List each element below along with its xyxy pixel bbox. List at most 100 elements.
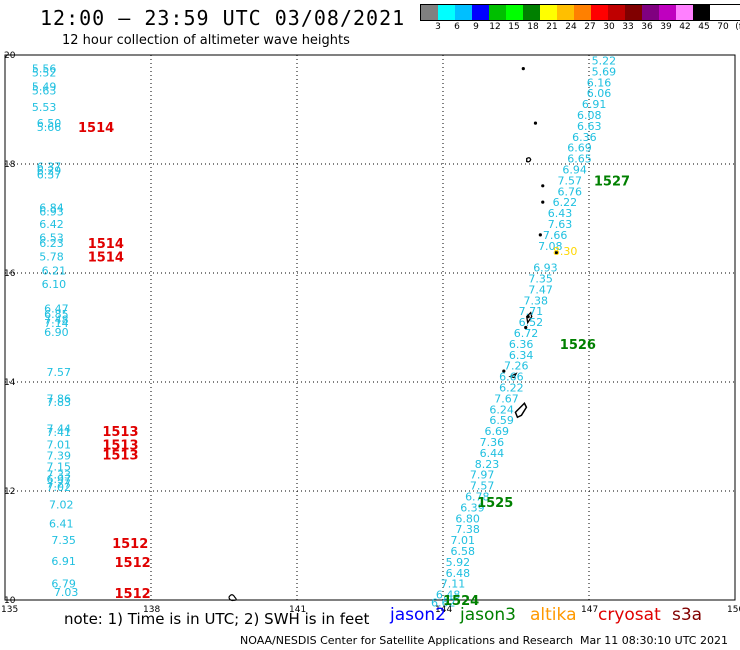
wave-height-value: 6.78 bbox=[465, 490, 490, 503]
legend-swatch bbox=[540, 5, 557, 20]
wave-height-value: 7.01 bbox=[450, 534, 475, 547]
legend-label: 15 bbox=[508, 22, 520, 32]
wave-height-value: 8.23 bbox=[475, 458, 500, 471]
pass-number: 1514 bbox=[78, 121, 114, 136]
saipan-outline bbox=[526, 311, 533, 325]
wave-height-value: 6.65 bbox=[567, 153, 592, 166]
wave-height-value: 6.69 bbox=[485, 425, 510, 438]
wave-height-value: 6.97 bbox=[47, 473, 72, 486]
wave-height-value: 6.90 bbox=[44, 326, 69, 339]
legend-swatch bbox=[557, 5, 574, 20]
wave-height-value: 6.39 bbox=[460, 501, 485, 514]
wave-height-value: 7.35 bbox=[51, 534, 76, 547]
wave-height-value: 5.22 bbox=[592, 54, 617, 67]
legend-label: 6 bbox=[454, 22, 460, 32]
island-dot bbox=[521, 67, 525, 71]
wave-height-value: 6.36 bbox=[572, 131, 597, 144]
legend-label: (ft) bbox=[735, 22, 740, 32]
wave-height-value: 6.22 bbox=[499, 381, 523, 394]
legend-label: 18 bbox=[527, 22, 539, 32]
wave-height-value: 7.15 bbox=[47, 460, 72, 473]
island-dot bbox=[502, 369, 506, 373]
wave-height-value: 6.50 bbox=[37, 117, 62, 130]
wave-height-value: 6.62 bbox=[431, 597, 456, 610]
legend-swatch bbox=[421, 5, 438, 20]
legend-swatch bbox=[489, 5, 506, 20]
legend-swatch bbox=[574, 5, 591, 20]
wave-height-value: 7.11 bbox=[441, 578, 466, 591]
wave-height-value: 6.48 bbox=[446, 567, 471, 580]
map-frame bbox=[4, 54, 736, 601]
legend-swatch bbox=[438, 5, 455, 20]
wave-height-value: 6.06 bbox=[587, 87, 612, 100]
wave-height-value: 6.66 bbox=[499, 371, 523, 384]
lon-tick-label: 138 bbox=[143, 605, 160, 615]
wave-height-value: 6.91 bbox=[582, 98, 607, 111]
legend-swatch bbox=[472, 5, 489, 20]
axis-tick-labels: 135 138 141 144 147 150 10 12 14 16 18 20 bbox=[1, 51, 740, 615]
island-dot bbox=[554, 251, 558, 255]
wave-height-labels: 5.225.696.166.066.916.086.636.366.696.65… bbox=[32, 54, 616, 609]
legend-swatch bbox=[506, 5, 523, 20]
island-dot bbox=[541, 200, 545, 204]
wave-height-value: 6.69 bbox=[567, 142, 592, 155]
legend-swatch bbox=[608, 5, 625, 20]
wave-height-value: 6.36 bbox=[509, 338, 534, 351]
wave-height-value: 7.71 bbox=[519, 305, 544, 318]
wave-height-value: 6.43 bbox=[548, 207, 573, 220]
wave-height-value: 7.48 bbox=[44, 313, 69, 326]
wave-height-value: 7.26 bbox=[504, 360, 529, 373]
lon-tick-label: 141 bbox=[289, 605, 306, 615]
lat-tick-label: 14 bbox=[4, 378, 16, 388]
lon-tick-label: 135 bbox=[1, 605, 18, 615]
footer-timestamp: Mar 11 08:30:10 UTC 2021 bbox=[580, 634, 728, 647]
wave-height-value: 7.83 bbox=[47, 396, 72, 409]
map-grid bbox=[4, 54, 736, 601]
wave-height-value: 6.34 bbox=[509, 349, 534, 362]
wave-height-value: 7.27 bbox=[47, 477, 72, 490]
legend-swatch bbox=[676, 5, 693, 20]
wave-height-value: 6.37 bbox=[37, 168, 62, 181]
wave-height-value: 7.63 bbox=[548, 218, 573, 231]
lon-tick-label: 150 bbox=[727, 605, 740, 615]
lat-tick-label: 10 bbox=[4, 596, 16, 606]
wave-height-value: 5.49 bbox=[32, 81, 57, 94]
wave-height-value: 5.53 bbox=[32, 101, 57, 114]
wave-height-value: 7.02 bbox=[47, 481, 72, 494]
legend-label: 30 bbox=[603, 22, 615, 32]
lat-tick-label: 20 bbox=[4, 51, 16, 61]
pass-number: 1512 bbox=[112, 537, 148, 552]
wave-height-value: 6.44 bbox=[480, 447, 505, 460]
wave-height-value: 6.72 bbox=[514, 327, 539, 340]
wave-height-value: 6.85 bbox=[44, 308, 69, 321]
island-dot bbox=[541, 184, 545, 188]
wave-height-value: 7.41 bbox=[47, 426, 72, 439]
wave-height-value: 7.08 bbox=[538, 240, 563, 253]
wave-height-value: 6.37 bbox=[37, 161, 62, 174]
wave-height-value: 6.42 bbox=[39, 218, 64, 231]
wave-height-value: 6.93 bbox=[39, 205, 64, 218]
wave-height-value: 5.63 bbox=[32, 84, 57, 97]
pass-number: 1524 bbox=[443, 594, 479, 609]
legend-label: 21 bbox=[546, 22, 558, 32]
islands bbox=[228, 67, 558, 602]
pass-number: 1514 bbox=[88, 251, 124, 266]
wave-height-value: 6.84 bbox=[39, 202, 64, 215]
island-dot bbox=[538, 233, 542, 237]
legend-label: 45 bbox=[698, 22, 710, 32]
wave-height-value: 7.57 bbox=[470, 480, 495, 493]
legend-label: 42 bbox=[679, 22, 691, 32]
wave-height-value: 6.08 bbox=[577, 109, 602, 122]
wave-height-value: 6.53 bbox=[39, 232, 64, 245]
legend-label: 24 bbox=[565, 22, 577, 32]
island-dot bbox=[524, 325, 528, 330]
page-subtitle: 12 hour collection of altimeter wave hei… bbox=[62, 33, 350, 48]
legend-swatch bbox=[591, 5, 608, 20]
pass-number: 1527 bbox=[594, 174, 630, 189]
wave-height-value: 6.29 bbox=[37, 165, 62, 178]
wave-height-value: 6.10 bbox=[42, 278, 67, 291]
satellite-s3a: s3a bbox=[672, 605, 703, 625]
wave-height-value: 6.63 bbox=[577, 120, 602, 133]
wave-height-value: 6.41 bbox=[49, 518, 74, 531]
